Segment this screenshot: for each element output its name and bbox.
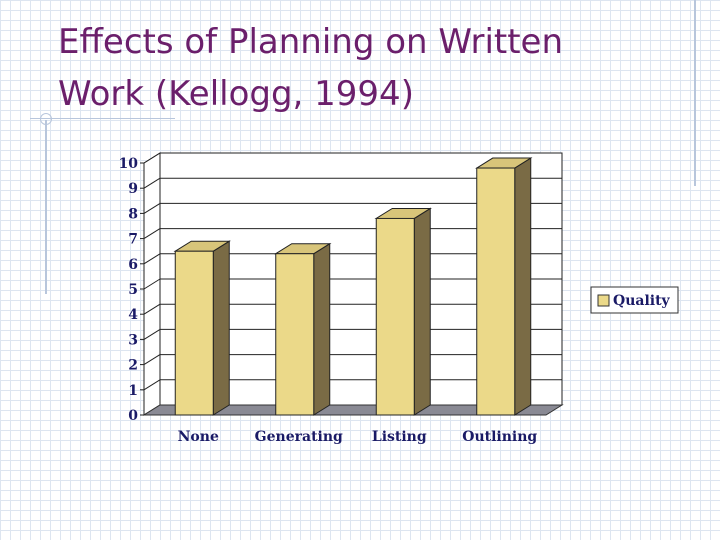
bar — [275, 253, 315, 416]
decorative-line-left — [45, 120, 47, 294]
bar-side — [313, 242, 331, 416]
gridline-side — [143, 379, 161, 391]
y-axis-tick-label: 4 — [128, 307, 138, 323]
y-axis-tick-label: 0 — [128, 408, 138, 424]
x-axis-tick-label: Generating — [255, 429, 343, 445]
bar-side — [514, 157, 532, 416]
y-axis-tick-label: 5 — [128, 282, 138, 298]
gridline-side — [143, 354, 161, 366]
gridline-side — [143, 228, 161, 240]
bar — [476, 167, 516, 416]
gridline-side — [143, 278, 161, 290]
y-axis-tick-label: 2 — [128, 358, 138, 374]
y-axis-tick-label: 8 — [128, 206, 138, 222]
bar — [375, 217, 415, 416]
y-axis-tick-label: 3 — [128, 332, 138, 348]
slide-title-line-1: Effects of Planning on Written — [58, 22, 564, 62]
legend-swatch — [597, 294, 610, 307]
gridline-side — [143, 177, 161, 189]
gridline-side — [143, 253, 161, 265]
bar — [174, 250, 214, 416]
x-axis-tick-label: None — [178, 429, 219, 445]
gridline-side — [143, 152, 161, 164]
bar-side — [212, 240, 230, 416]
y-axis-tick-label: 1 — [128, 383, 138, 399]
decorative-circle — [40, 113, 52, 125]
legend-label: Quality — [613, 293, 671, 309]
gridline-side — [143, 328, 161, 340]
slide-title-line-2: Work (Kellogg, 1994) — [58, 74, 414, 114]
gridline-side — [143, 303, 161, 315]
decorative-line-bottom — [30, 118, 175, 119]
y-axis-tick-label: 7 — [128, 232, 138, 248]
y-axis-tick-label: 6 — [128, 257, 138, 273]
y-axis-tick-label: 10 — [119, 156, 139, 172]
y-axis-tick-label: 9 — [128, 181, 138, 197]
gridline-side — [143, 202, 161, 214]
x-axis-tick-label: Outlining — [462, 429, 537, 445]
decorative-line-right — [694, 0, 696, 186]
bar-side — [413, 207, 431, 416]
slide-title: Effects of Planning on Written Work (Kel… — [58, 16, 618, 120]
x-axis-tick-label: Listing — [372, 429, 427, 445]
